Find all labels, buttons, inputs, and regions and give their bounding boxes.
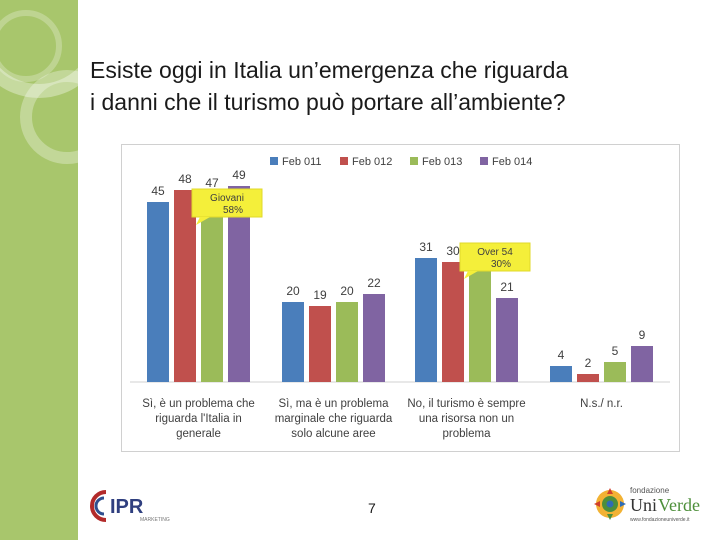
page-number: 7 <box>368 500 376 516</box>
callout-box <box>191 188 263 218</box>
decorative-sidebar <box>0 0 78 540</box>
category-label: Sì, è un problema che <box>142 398 255 410</box>
ipr-logo-subtext: MARKETING <box>140 517 170 523</box>
bar <box>282 302 304 382</box>
data-label: 20 <box>286 284 300 298</box>
category-label: generale <box>176 428 221 440</box>
legend-label: Feb 014 <box>492 156 532 168</box>
bar <box>604 362 626 382</box>
universe-logo-small: fondazione <box>630 486 670 495</box>
legend-label: Feb 013 <box>422 156 462 168</box>
ipr-logo: IPR MARKETING <box>90 490 170 523</box>
callout-pointer <box>196 217 210 225</box>
data-label: 30 <box>446 244 460 258</box>
bar <box>228 186 250 382</box>
legend-swatch <box>340 157 348 165</box>
data-label: 20 <box>340 284 354 298</box>
bar <box>550 366 572 382</box>
category-label: solo alcune aree <box>291 428 375 440</box>
bar <box>147 202 169 382</box>
category-label: marginale che riguarda <box>275 413 393 425</box>
legend-swatch <box>270 157 278 165</box>
title-line-2: i danni che il turismo può portare all’a… <box>90 89 566 115</box>
data-label: 2 <box>585 356 592 370</box>
data-label: 22 <box>367 276 381 290</box>
category-label: problema <box>443 428 492 440</box>
category-label: una risorsa non un <box>419 413 514 425</box>
callout-value: 58% <box>223 205 243 216</box>
legend-label: Feb 012 <box>352 156 392 168</box>
data-label: 49 <box>232 168 246 182</box>
callout-box <box>459 242 531 272</box>
decorative-ring <box>0 10 62 82</box>
category-label: Sì, ma è un problema <box>279 398 390 410</box>
callout-pointer <box>464 271 478 279</box>
category-label: No, il turismo è sempre <box>407 398 525 410</box>
data-label: 47 <box>205 176 219 190</box>
page-title: Esiste oggi in Italia un’emergenza che r… <box>90 54 690 118</box>
callout-label: Giovani <box>210 193 244 204</box>
bar <box>577 374 599 382</box>
callout-label: Over 54 <box>477 247 513 258</box>
universe-logo-url: www.fondazioneuniverde.it <box>630 517 690 523</box>
bar <box>201 194 223 382</box>
callout-value: 30% <box>491 259 511 270</box>
data-label: 48 <box>178 172 192 186</box>
universe-logo: fondazione Uni Verde www.fondazioneunive… <box>594 486 700 523</box>
bar <box>363 294 385 382</box>
bar <box>309 306 331 382</box>
title-line-1: Esiste oggi in Italia un’emergenza che r… <box>90 57 569 83</box>
bar <box>631 346 653 382</box>
chart-container: Feb 011 Feb 012 Feb 013 Feb 014 45 48 47 49 Sì, … <box>121 144 680 452</box>
ipr-logo-text: IPR <box>110 496 144 518</box>
bar <box>336 302 358 382</box>
bar <box>174 190 196 382</box>
legend-swatch <box>410 157 418 165</box>
data-label: 45 <box>151 184 165 198</box>
bar <box>496 298 518 382</box>
bar <box>469 270 491 382</box>
legend-label: Feb 011 <box>282 156 322 168</box>
bar <box>442 262 464 382</box>
data-label: 21 <box>500 280 514 294</box>
data-label: 19 <box>313 288 327 302</box>
universe-logo-uni: Uni <box>630 495 657 515</box>
legend-swatch <box>480 157 488 165</box>
universe-logo-verde: Verde <box>658 495 700 515</box>
bar <box>415 258 437 382</box>
category-label: N.s./ n.r. <box>580 398 623 410</box>
data-label: 4 <box>558 348 565 362</box>
category-label: riguarda l'Italia in <box>155 413 242 425</box>
data-label: 9 <box>639 328 646 342</box>
data-label: 5 <box>612 344 619 358</box>
data-label: 31 <box>419 240 433 254</box>
